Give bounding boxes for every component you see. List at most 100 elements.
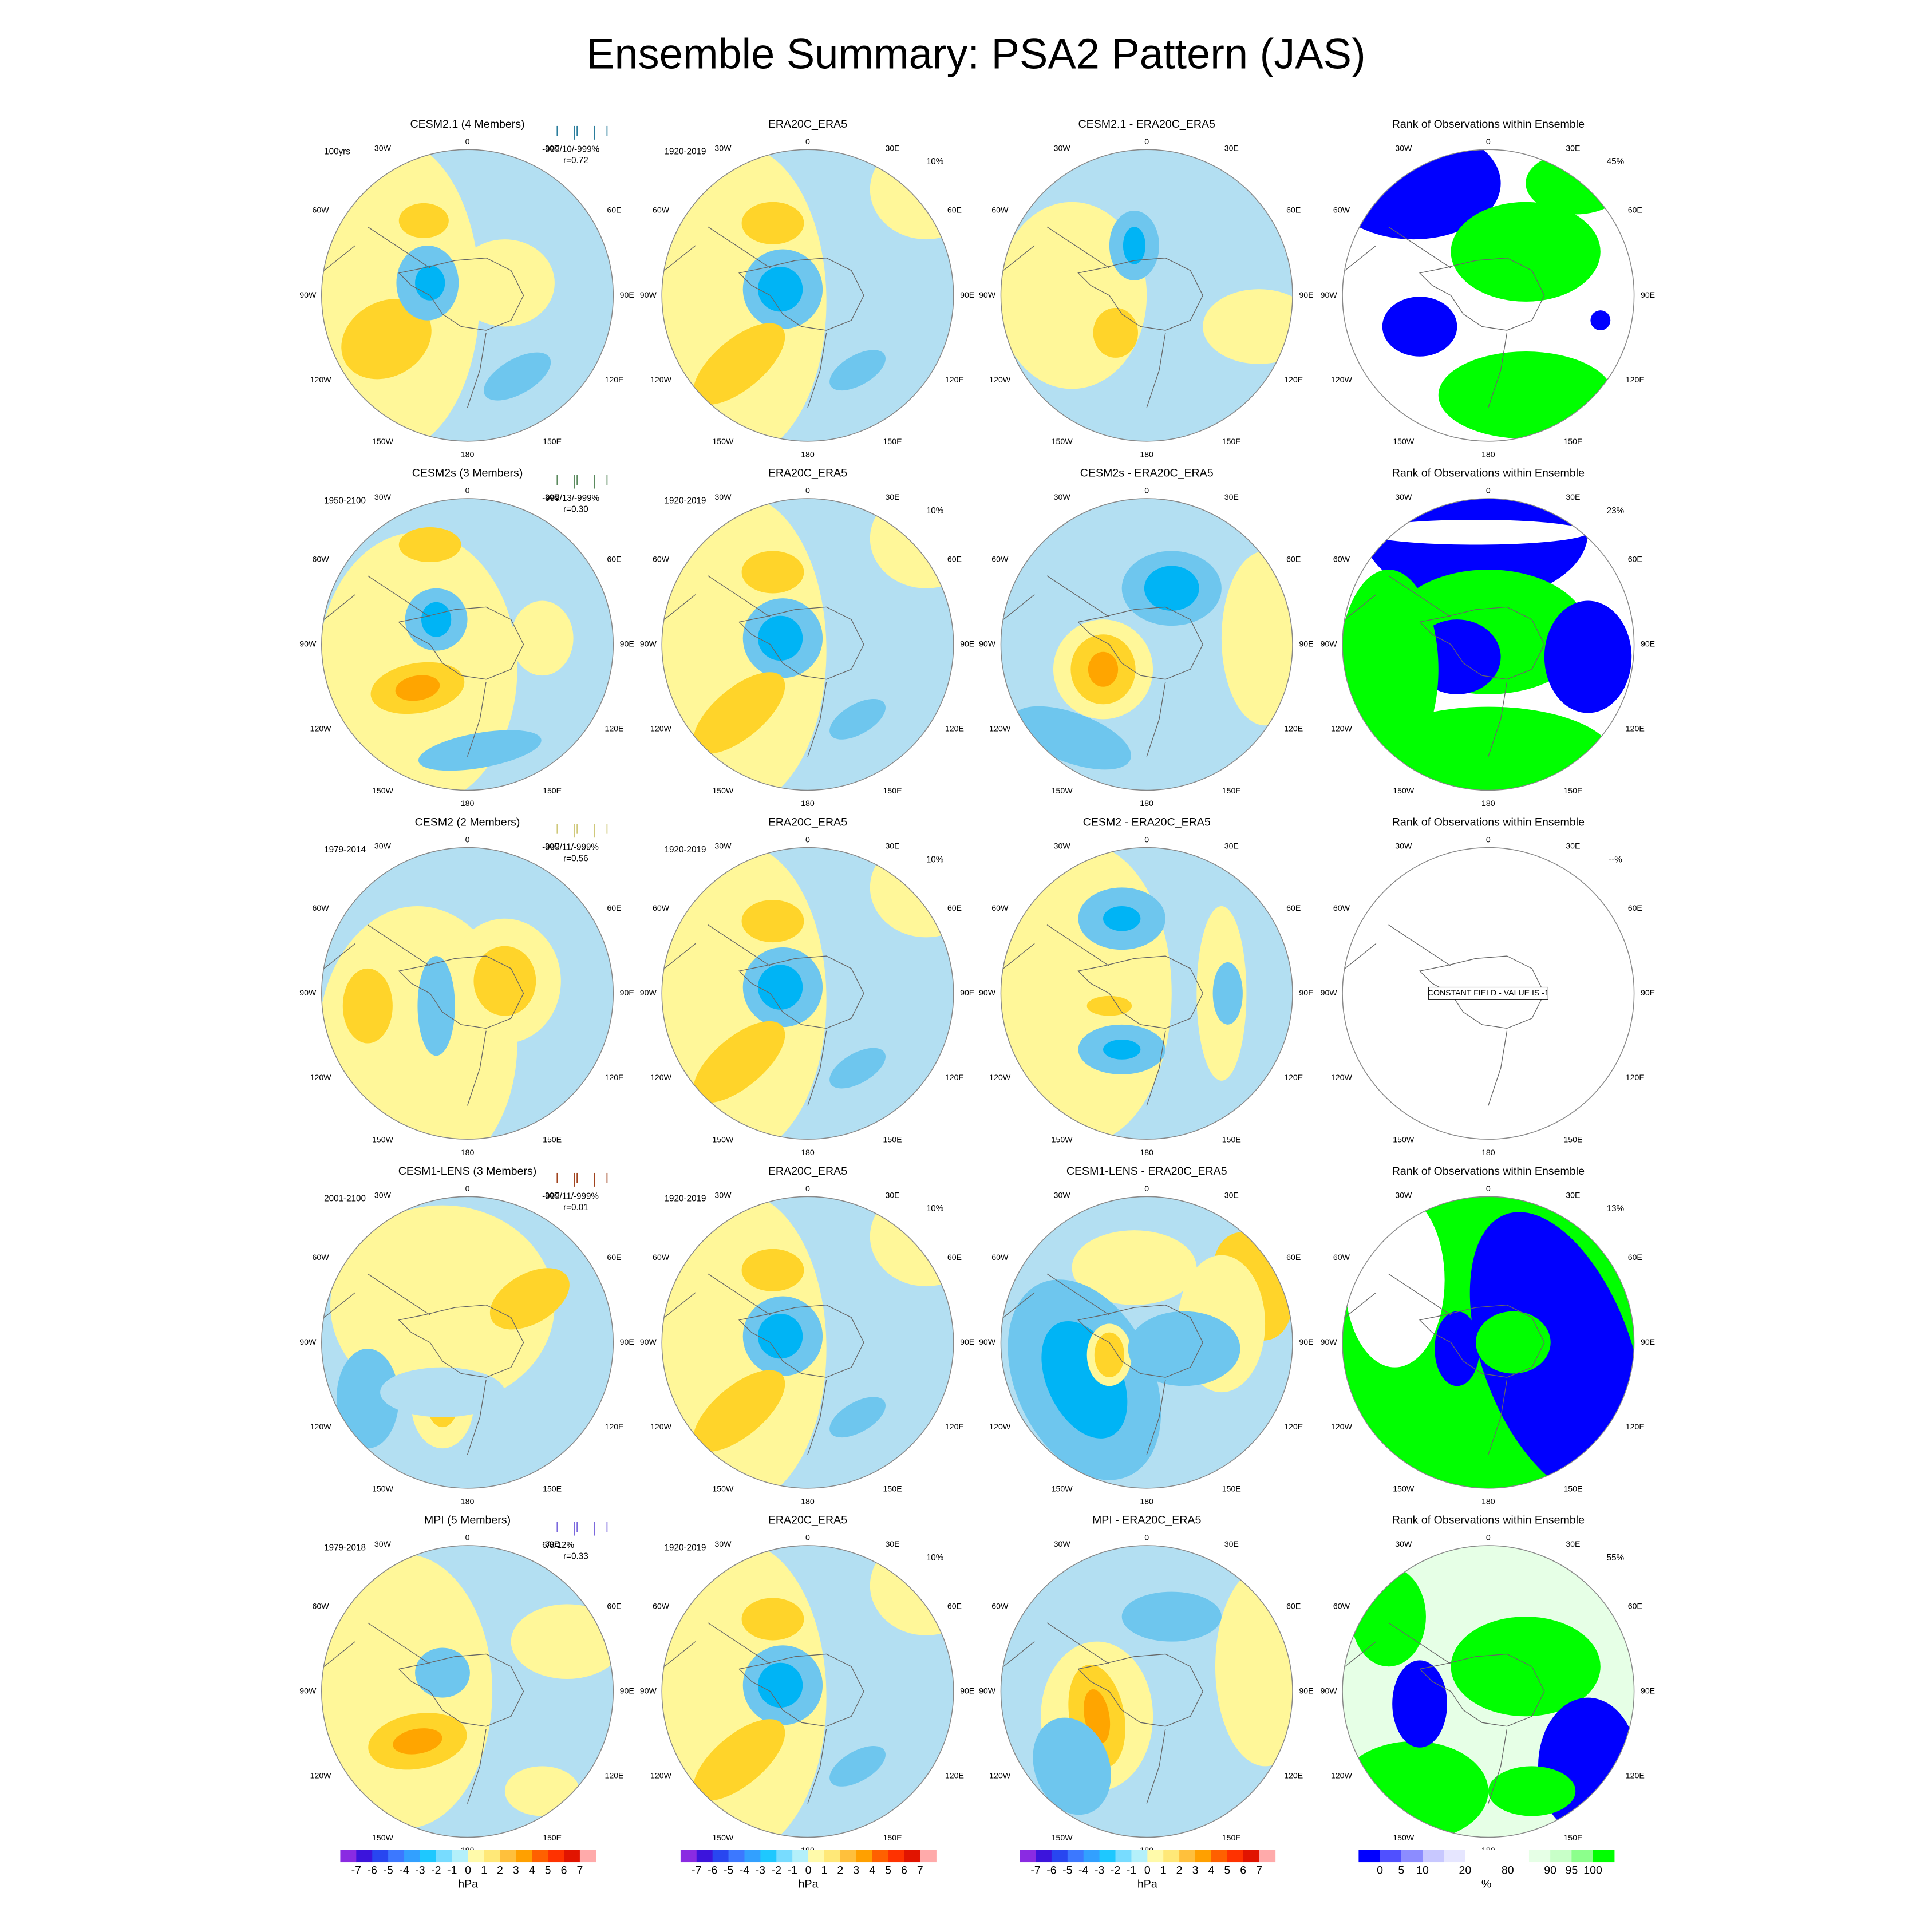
longitude-label: 150E bbox=[1563, 786, 1582, 795]
longitude-label: 0 bbox=[805, 137, 810, 146]
colorbar-label: -6 bbox=[1046, 1864, 1057, 1876]
contour-region bbox=[693, 1370, 785, 1452]
map-border bbox=[661, 847, 954, 1140]
longitude-label: 150E bbox=[883, 786, 902, 795]
colorbar-box bbox=[808, 1850, 825, 1863]
longitude-label: 150W bbox=[712, 786, 734, 795]
longitude-label: 120W bbox=[989, 724, 1011, 733]
contour-region bbox=[1088, 651, 1119, 687]
longitude-label: 60W bbox=[991, 903, 1009, 912]
contour-region bbox=[1392, 1660, 1447, 1748]
contour-region bbox=[336, 1348, 399, 1449]
longitude-label: 120E bbox=[605, 724, 623, 733]
map-fill bbox=[321, 498, 614, 791]
colorbar-box bbox=[1380, 1850, 1402, 1863]
percent-label: --% bbox=[1609, 855, 1622, 864]
map-panel: 030E60E90E120E150E180150W120W90W60W30WRa… bbox=[1321, 1514, 1656, 1855]
longitude-label: 30W bbox=[1054, 143, 1071, 152]
contour-region bbox=[741, 1249, 804, 1291]
contour-region bbox=[380, 1367, 505, 1417]
longitude-label: 120W bbox=[310, 375, 332, 384]
contour-region bbox=[393, 1728, 442, 1755]
coastline bbox=[1003, 226, 1203, 408]
contour-region bbox=[1469, 1212, 1634, 1488]
longitude-label: 30E bbox=[545, 1539, 559, 1548]
longitude-label: 180 bbox=[1481, 449, 1495, 459]
longitude-label: 0 bbox=[465, 486, 470, 495]
contour-region bbox=[757, 615, 803, 661]
longitude-label: 180 bbox=[1140, 449, 1153, 459]
colorbar-box bbox=[484, 1850, 501, 1863]
contour-region bbox=[693, 1021, 785, 1103]
colorbar-label: 1 bbox=[821, 1864, 828, 1876]
contour-region bbox=[741, 1598, 804, 1641]
colorbar-label: -5 bbox=[383, 1864, 393, 1876]
colorbar-label: -1 bbox=[447, 1864, 457, 1876]
percent-label: 10% bbox=[926, 1553, 944, 1563]
longitude-label: 90W bbox=[640, 1337, 657, 1346]
longitude-label: 120E bbox=[1626, 1073, 1645, 1082]
longitude-label: 180 bbox=[461, 1148, 475, 1157]
colorbar-box bbox=[872, 1850, 889, 1863]
stats-label: -999/10/-999% bbox=[542, 144, 599, 154]
panel-title: ERA20C_ERA5 bbox=[768, 118, 847, 131]
longitude-label: 0 bbox=[805, 835, 810, 844]
colorbar-label: -5 bbox=[724, 1864, 734, 1876]
longitude-label: 60E bbox=[947, 903, 962, 912]
longitude-label: 60E bbox=[947, 1601, 962, 1610]
longitude-label: 90E bbox=[1641, 639, 1655, 648]
contour-region bbox=[829, 350, 886, 391]
map-border bbox=[321, 847, 614, 1140]
longitude-label: 60W bbox=[313, 206, 330, 215]
longitude-label: 120W bbox=[1331, 724, 1353, 733]
colorbar-box bbox=[904, 1850, 920, 1863]
colorbar-box bbox=[579, 1850, 596, 1863]
contour-region bbox=[1382, 297, 1457, 357]
coastline bbox=[1345, 924, 1545, 1106]
panel-title: CESM2s (3 Members) bbox=[412, 467, 523, 480]
colorbar-box bbox=[1444, 1850, 1466, 1863]
longitude-label: 30E bbox=[1566, 841, 1580, 851]
percent-label: 10% bbox=[926, 855, 944, 864]
colorbar-box bbox=[1195, 1850, 1212, 1863]
colorbar-units: hPa bbox=[1137, 1878, 1157, 1890]
contour-region bbox=[829, 1746, 886, 1787]
longitude-label: 60E bbox=[1286, 1601, 1301, 1610]
map-fill bbox=[321, 149, 614, 441]
map-border bbox=[661, 149, 954, 442]
colorbar-box bbox=[824, 1850, 841, 1863]
longitude-label: 90E bbox=[1641, 988, 1655, 997]
longitude-label: 0 bbox=[805, 1533, 810, 1542]
map-panel: 0 30E 60E 90E 120E 150E 180 150W 120W 90W 60W 30W CE… bbox=[299, 118, 634, 459]
coastline bbox=[664, 924, 864, 1106]
coastline bbox=[323, 1273, 524, 1455]
colorbar-box bbox=[776, 1850, 793, 1863]
contour-region bbox=[398, 203, 449, 238]
longitude-label: 120W bbox=[650, 1422, 672, 1431]
contour-region bbox=[342, 968, 393, 1044]
longitude-label: 30E bbox=[1566, 1539, 1580, 1548]
colorbar-box bbox=[840, 1850, 857, 1863]
longitude-label: 0 bbox=[1486, 1533, 1491, 1542]
contour-region bbox=[1128, 1311, 1240, 1386]
longitude-label: 60E bbox=[1628, 206, 1642, 215]
colorbar-box bbox=[1528, 1850, 1551, 1863]
colorbar-box bbox=[1227, 1850, 1244, 1863]
panel-title: CESM2s - ERA20C_ERA5 bbox=[1080, 467, 1214, 480]
longitude-label: 30E bbox=[885, 841, 899, 851]
stats-label: -999/13/-999% bbox=[542, 493, 599, 503]
map-border bbox=[1000, 1196, 1293, 1489]
panel-title: ERA20C_ERA5 bbox=[768, 1514, 847, 1527]
percent-label: 10% bbox=[926, 506, 944, 516]
longitude-label: 30W bbox=[374, 841, 392, 851]
longitude-label: 120W bbox=[650, 1073, 672, 1082]
longitude-label: 90E bbox=[960, 639, 974, 648]
contour-region bbox=[395, 675, 440, 701]
longitude-label: 90W bbox=[1321, 1337, 1338, 1346]
contour-region bbox=[341, 299, 432, 380]
longitude-label: 0 bbox=[1144, 486, 1149, 495]
colorbar-box bbox=[436, 1850, 453, 1863]
period-label: 1920-2019 bbox=[665, 1194, 706, 1204]
colorbar: -7 -6 -5 -4 -3 -2 -1 0 1 2 3 4 5 6 7 hPa bbox=[340, 1850, 596, 1890]
longitude-label: 30E bbox=[1224, 143, 1239, 152]
